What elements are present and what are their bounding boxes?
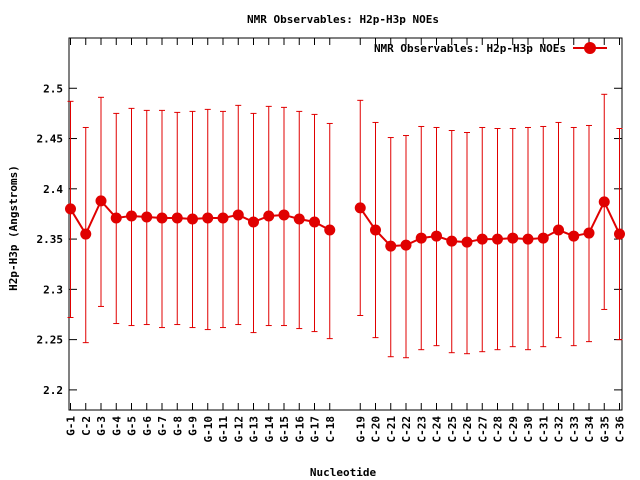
data-point xyxy=(537,232,549,244)
data-point xyxy=(309,216,320,228)
y-axis-label: H2p-H3p (Angstroms) xyxy=(7,165,20,291)
y-tick-label: 2.5 xyxy=(43,82,63,95)
data-point xyxy=(461,236,473,248)
x-axis-label: Nucleotide xyxy=(310,466,377,479)
data-point xyxy=(187,213,198,225)
data-point xyxy=(65,203,76,215)
x-tick-label: C-24 xyxy=(431,416,444,443)
data-point xyxy=(354,202,366,214)
data-point xyxy=(568,230,580,242)
data-point xyxy=(263,210,275,222)
x-tick-label: C-23 xyxy=(415,416,428,443)
x-tick-label: G-13 xyxy=(248,416,261,443)
y-tick-label: 2.45 xyxy=(37,133,64,146)
x-tick-label: C-28 xyxy=(492,416,505,443)
y-tick-label: 2.25 xyxy=(37,334,64,347)
data-point xyxy=(583,227,595,239)
data-point xyxy=(80,228,92,240)
data-point xyxy=(95,195,107,207)
x-tick-label: C-33 xyxy=(568,416,581,443)
data-point xyxy=(415,232,427,244)
data-point xyxy=(324,224,336,236)
x-tick-label: G-17 xyxy=(309,416,322,443)
series-lines xyxy=(69,199,621,248)
x-tick-label: G-4 xyxy=(110,416,123,436)
x-tick-label: G-12 xyxy=(232,416,245,443)
data-point xyxy=(492,233,503,245)
series-line xyxy=(69,199,331,237)
x-tick-label: C-18 xyxy=(324,416,337,443)
legend-marker xyxy=(584,42,596,54)
series-line xyxy=(359,199,621,248)
x-tick-label: G-10 xyxy=(202,416,215,443)
data-point xyxy=(598,196,610,208)
data-point xyxy=(217,212,229,224)
data-point xyxy=(110,212,122,224)
data-point xyxy=(553,224,564,236)
y-tick-label: 2.3 xyxy=(43,283,63,296)
x-tick-label: C-2 xyxy=(80,416,93,436)
data-point xyxy=(202,212,214,224)
x-tick-label: C-29 xyxy=(507,416,520,443)
data-point xyxy=(156,212,168,224)
data-point xyxy=(278,209,290,221)
x-tick-label: C-25 xyxy=(446,416,459,443)
series-points xyxy=(65,195,625,252)
data-point xyxy=(293,213,305,225)
x-tick-label: G-3 xyxy=(95,416,108,436)
legend: NMR Observables: H2p-H3p NOEs xyxy=(374,42,607,55)
x-tick-label: G-6 xyxy=(141,416,154,436)
x-tick-label: C-34 xyxy=(583,416,596,443)
x-tick-label: G-1 xyxy=(65,416,78,436)
data-point xyxy=(446,235,458,247)
x-tick-label: C-27 xyxy=(476,416,489,443)
x-tick-label: G-15 xyxy=(278,416,291,443)
data-point xyxy=(126,210,137,222)
x-tick-label: C-22 xyxy=(400,416,413,443)
y-tick-label: 2.4 xyxy=(43,183,63,196)
plot-frame xyxy=(68,37,623,411)
x-tick-label: C-20 xyxy=(370,416,383,443)
data-point xyxy=(476,233,488,245)
x-tick-label: C-21 xyxy=(385,416,398,443)
x-tick-label: G-19 xyxy=(354,416,367,443)
x-tick-label: C-30 xyxy=(522,416,535,443)
y-tick-label: 2.35 xyxy=(37,233,64,246)
x-tick-label: C-26 xyxy=(461,416,474,443)
data-point xyxy=(141,211,153,223)
x-tick-label: G-35 xyxy=(598,416,611,443)
data-point xyxy=(507,232,519,244)
x-tick-label: C-31 xyxy=(537,416,550,443)
data-point xyxy=(385,240,397,252)
data-point xyxy=(171,212,183,224)
data-point xyxy=(431,230,442,242)
legend-label: NMR Observables: H2p-H3p NOEs xyxy=(374,42,566,55)
x-tick-label: C-36 xyxy=(614,416,627,443)
data-point xyxy=(522,233,534,245)
x-axis: G-1 C-2 G-3 G-4 G-5 G-6 G-7 G-8 G-9 G-10 G-11 G-12 G… xyxy=(65,38,627,443)
data-point xyxy=(370,224,381,236)
x-tick-label: C-32 xyxy=(553,416,566,443)
x-tick-label: G-11 xyxy=(217,416,230,443)
x-tick-label: G-14 xyxy=(263,416,276,443)
data-point xyxy=(232,209,244,221)
data-point xyxy=(400,239,412,251)
y-tick-label: 2.2 xyxy=(43,384,63,397)
x-tick-label: G-8 xyxy=(171,416,184,436)
data-point xyxy=(248,216,259,228)
x-tick-label: G-7 xyxy=(156,416,169,436)
data-point xyxy=(614,228,625,240)
x-tick-label: G-5 xyxy=(126,416,139,436)
error-bars xyxy=(67,93,623,359)
chart-title: NMR Observables: H2p-H3p NOEs xyxy=(247,13,439,26)
x-tick-label: G-16 xyxy=(293,416,306,443)
x-tick-label: G-9 xyxy=(187,416,200,436)
